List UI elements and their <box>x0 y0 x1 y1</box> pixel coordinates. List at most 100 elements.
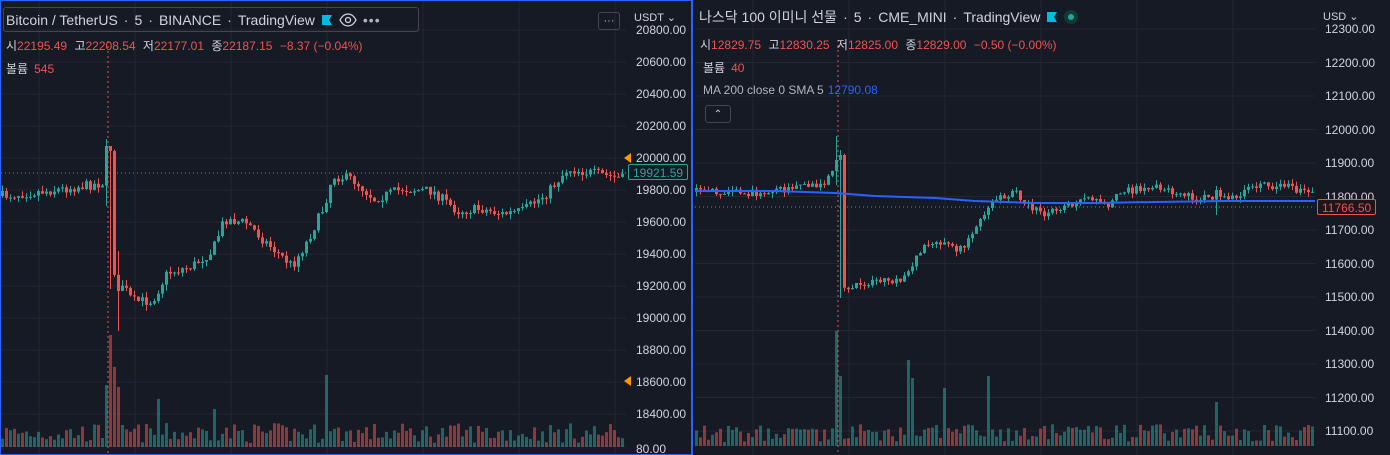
volume-bar <box>185 435 188 447</box>
candle-body <box>437 191 440 201</box>
candle-body <box>205 260 208 262</box>
symbol-name[interactable]: Bitcoin / TetherUS <box>6 11 118 28</box>
volume-bar <box>1015 430 1018 446</box>
volume-bar <box>1263 425 1266 446</box>
candle-body <box>17 196 20 198</box>
candle-body <box>157 293 160 302</box>
candle-body <box>153 301 156 304</box>
candle-body <box>61 187 64 189</box>
candle-body <box>1099 199 1102 202</box>
volume-bar <box>57 434 60 447</box>
candle-body <box>699 188 702 190</box>
volume-bar <box>1063 431 1066 446</box>
volume-bar <box>173 431 176 447</box>
volume-bar <box>137 424 140 447</box>
volume-bar <box>37 431 40 447</box>
volume-bar <box>879 440 882 446</box>
collapse-legend-button[interactable]: ⌃ <box>705 105 731 123</box>
candle-body <box>105 146 108 186</box>
volume-bar <box>181 432 184 447</box>
candle-body <box>1107 203 1110 208</box>
currency-selector[interactable]: USDT ⌄ <box>634 12 677 24</box>
symbol-name[interactable]: 나스닥 100 이미니 선물 <box>699 9 838 25</box>
candle-body <box>895 278 898 284</box>
volume-bar <box>9 430 12 447</box>
candle-body <box>309 238 312 242</box>
eye-icon[interactable] <box>339 12 357 27</box>
candle-body <box>1283 183 1286 187</box>
volume-bar <box>509 430 512 447</box>
candle-body <box>49 191 52 195</box>
candle-body <box>189 268 192 270</box>
candle-body <box>1083 198 1086 200</box>
volume-bar <box>779 437 782 446</box>
candle-body <box>1151 187 1154 190</box>
ma-legend[interactable]: MA 200 close 0 SMA 5 12790.08 <box>703 83 878 97</box>
price-tick-label: 11500.00 <box>1325 290 1375 304</box>
volume-bar <box>553 432 556 447</box>
candle-body <box>979 219 982 227</box>
currency-label: USD <box>1323 11 1347 23</box>
price-tick-label: 18600.00 <box>636 375 687 389</box>
volume-bar <box>289 440 292 447</box>
candle-body <box>485 209 488 213</box>
volume-bar <box>771 438 774 446</box>
candle-body <box>843 155 846 288</box>
volume-bar <box>377 437 380 447</box>
candle-body <box>245 218 248 224</box>
candle-body <box>1063 205 1066 211</box>
symbol-legend[interactable]: 나스닥 100 이미니 선물 · 5 · CME_MINI · TradingV… <box>699 7 1079 27</box>
volume-bar <box>1243 429 1246 446</box>
price-chart-area[interactable] <box>695 0 1315 455</box>
candle-body <box>149 303 152 305</box>
price-axis[interactable]: USD ⌄ 12300.00 12200.00 12100.00 12000.00 11… <box>1315 0 1390 455</box>
price-chart-area[interactable] <box>1 1 626 455</box>
currency-selector[interactable]: USD ⌄ <box>1323 11 1359 23</box>
symbol-legend[interactable]: Bitcoin / TetherUS · 5 · BINANCE · Tradi… <box>3 7 419 32</box>
volume-bar <box>1167 440 1170 446</box>
candle-body <box>919 252 922 256</box>
volume-bar <box>249 442 252 447</box>
volume-bar <box>449 425 452 447</box>
candle-body <box>1207 194 1210 197</box>
volume-bar <box>321 438 324 447</box>
volume-bar <box>1147 431 1150 446</box>
volume-bar <box>569 423 572 447</box>
volume-bar <box>217 440 220 447</box>
candle-body <box>799 184 802 186</box>
volume-bar <box>1075 427 1078 446</box>
volume-bar <box>827 439 830 446</box>
more-icon[interactable]: ••• <box>362 11 381 28</box>
interval-label[interactable]: 5 <box>134 11 143 28</box>
pane-more-button[interactable]: ··· <box>598 12 620 30</box>
alert-marker-icon[interactable] <box>624 376 631 386</box>
volume-bar <box>987 376 990 446</box>
flag-icon[interactable] <box>321 14 333 26</box>
candle-body <box>381 200 384 203</box>
candle-body <box>823 183 826 185</box>
ma-label: MA 200 close 0 SMA 5 <box>703 83 824 97</box>
candle-body <box>45 191 48 194</box>
alert-marker-icon[interactable] <box>624 153 631 163</box>
source-label: TradingView <box>963 9 1041 25</box>
candle-body <box>1007 196 1010 199</box>
volume-bar <box>521 433 524 447</box>
interval-label[interactable]: 5 <box>853 9 862 25</box>
flag-icon[interactable] <box>1046 11 1058 23</box>
chart-pane-btcusdt[interactable]: Bitcoin / TetherUS · 5 · BINANCE · Tradi… <box>0 0 693 455</box>
candle-body <box>767 193 770 195</box>
volume-bar <box>727 425 730 446</box>
candle-body <box>461 212 464 215</box>
candle-body <box>529 201 532 205</box>
chart-pane-nq[interactable]: 나스닥 100 이미니 선물 · 5 · CME_MINI · TradingV… <box>695 0 1390 455</box>
candle-body <box>165 271 168 285</box>
price-tick-label: 12000.00 <box>1325 122 1376 137</box>
volume-bar <box>859 424 862 446</box>
price-tick-label: 20800.00 <box>636 23 687 37</box>
price-axis[interactable]: USDT ⌄ 20800.00 20600.00 20400.00 20200.00 2… <box>624 1 691 454</box>
candle-body <box>887 278 890 281</box>
candle-body <box>125 285 128 288</box>
candle-body <box>65 187 68 193</box>
volume-bar <box>1059 435 1062 446</box>
candle-body <box>1291 183 1294 186</box>
